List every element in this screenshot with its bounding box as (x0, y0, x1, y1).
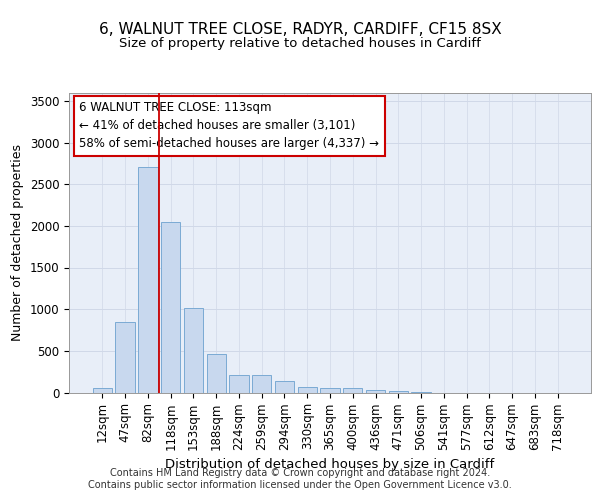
Text: Size of property relative to detached houses in Cardiff: Size of property relative to detached ho… (119, 38, 481, 51)
Bar (93, 388, 112, 392)
Bar (389, 391, 408, 392)
Text: 6, WALNUT TREE CLOSE, RADYR, CARDIFF, CF15 8SX: 6, WALNUT TREE CLOSE, RADYR, CARDIFF, CF… (98, 22, 502, 38)
Bar (343, 388, 362, 392)
Bar (229, 374, 248, 392)
Text: 6 WALNUT TREE CLOSE: 113sqm
← 41% of detached houses are smaller (3,101)
58% of : 6 WALNUT TREE CLOSE: 113sqm ← 41% of det… (79, 102, 379, 150)
Bar (184, 308, 203, 392)
Bar (275, 381, 294, 392)
Bar (320, 388, 340, 392)
Bar (161, 222, 181, 392)
Y-axis label: Number of detached properties: Number of detached properties (11, 144, 24, 341)
Bar (115, 322, 135, 392)
Bar (138, 166, 158, 392)
Bar (298, 387, 317, 392)
X-axis label: Distribution of detached houses by size in Cardiff: Distribution of detached houses by size … (166, 458, 494, 471)
Bar (206, 354, 226, 393)
Bar (252, 374, 271, 392)
Text: Contains HM Land Registry data © Crown copyright and database right 2024.
Contai: Contains HM Land Registry data © Crown c… (88, 468, 512, 490)
Bar (366, 390, 385, 392)
